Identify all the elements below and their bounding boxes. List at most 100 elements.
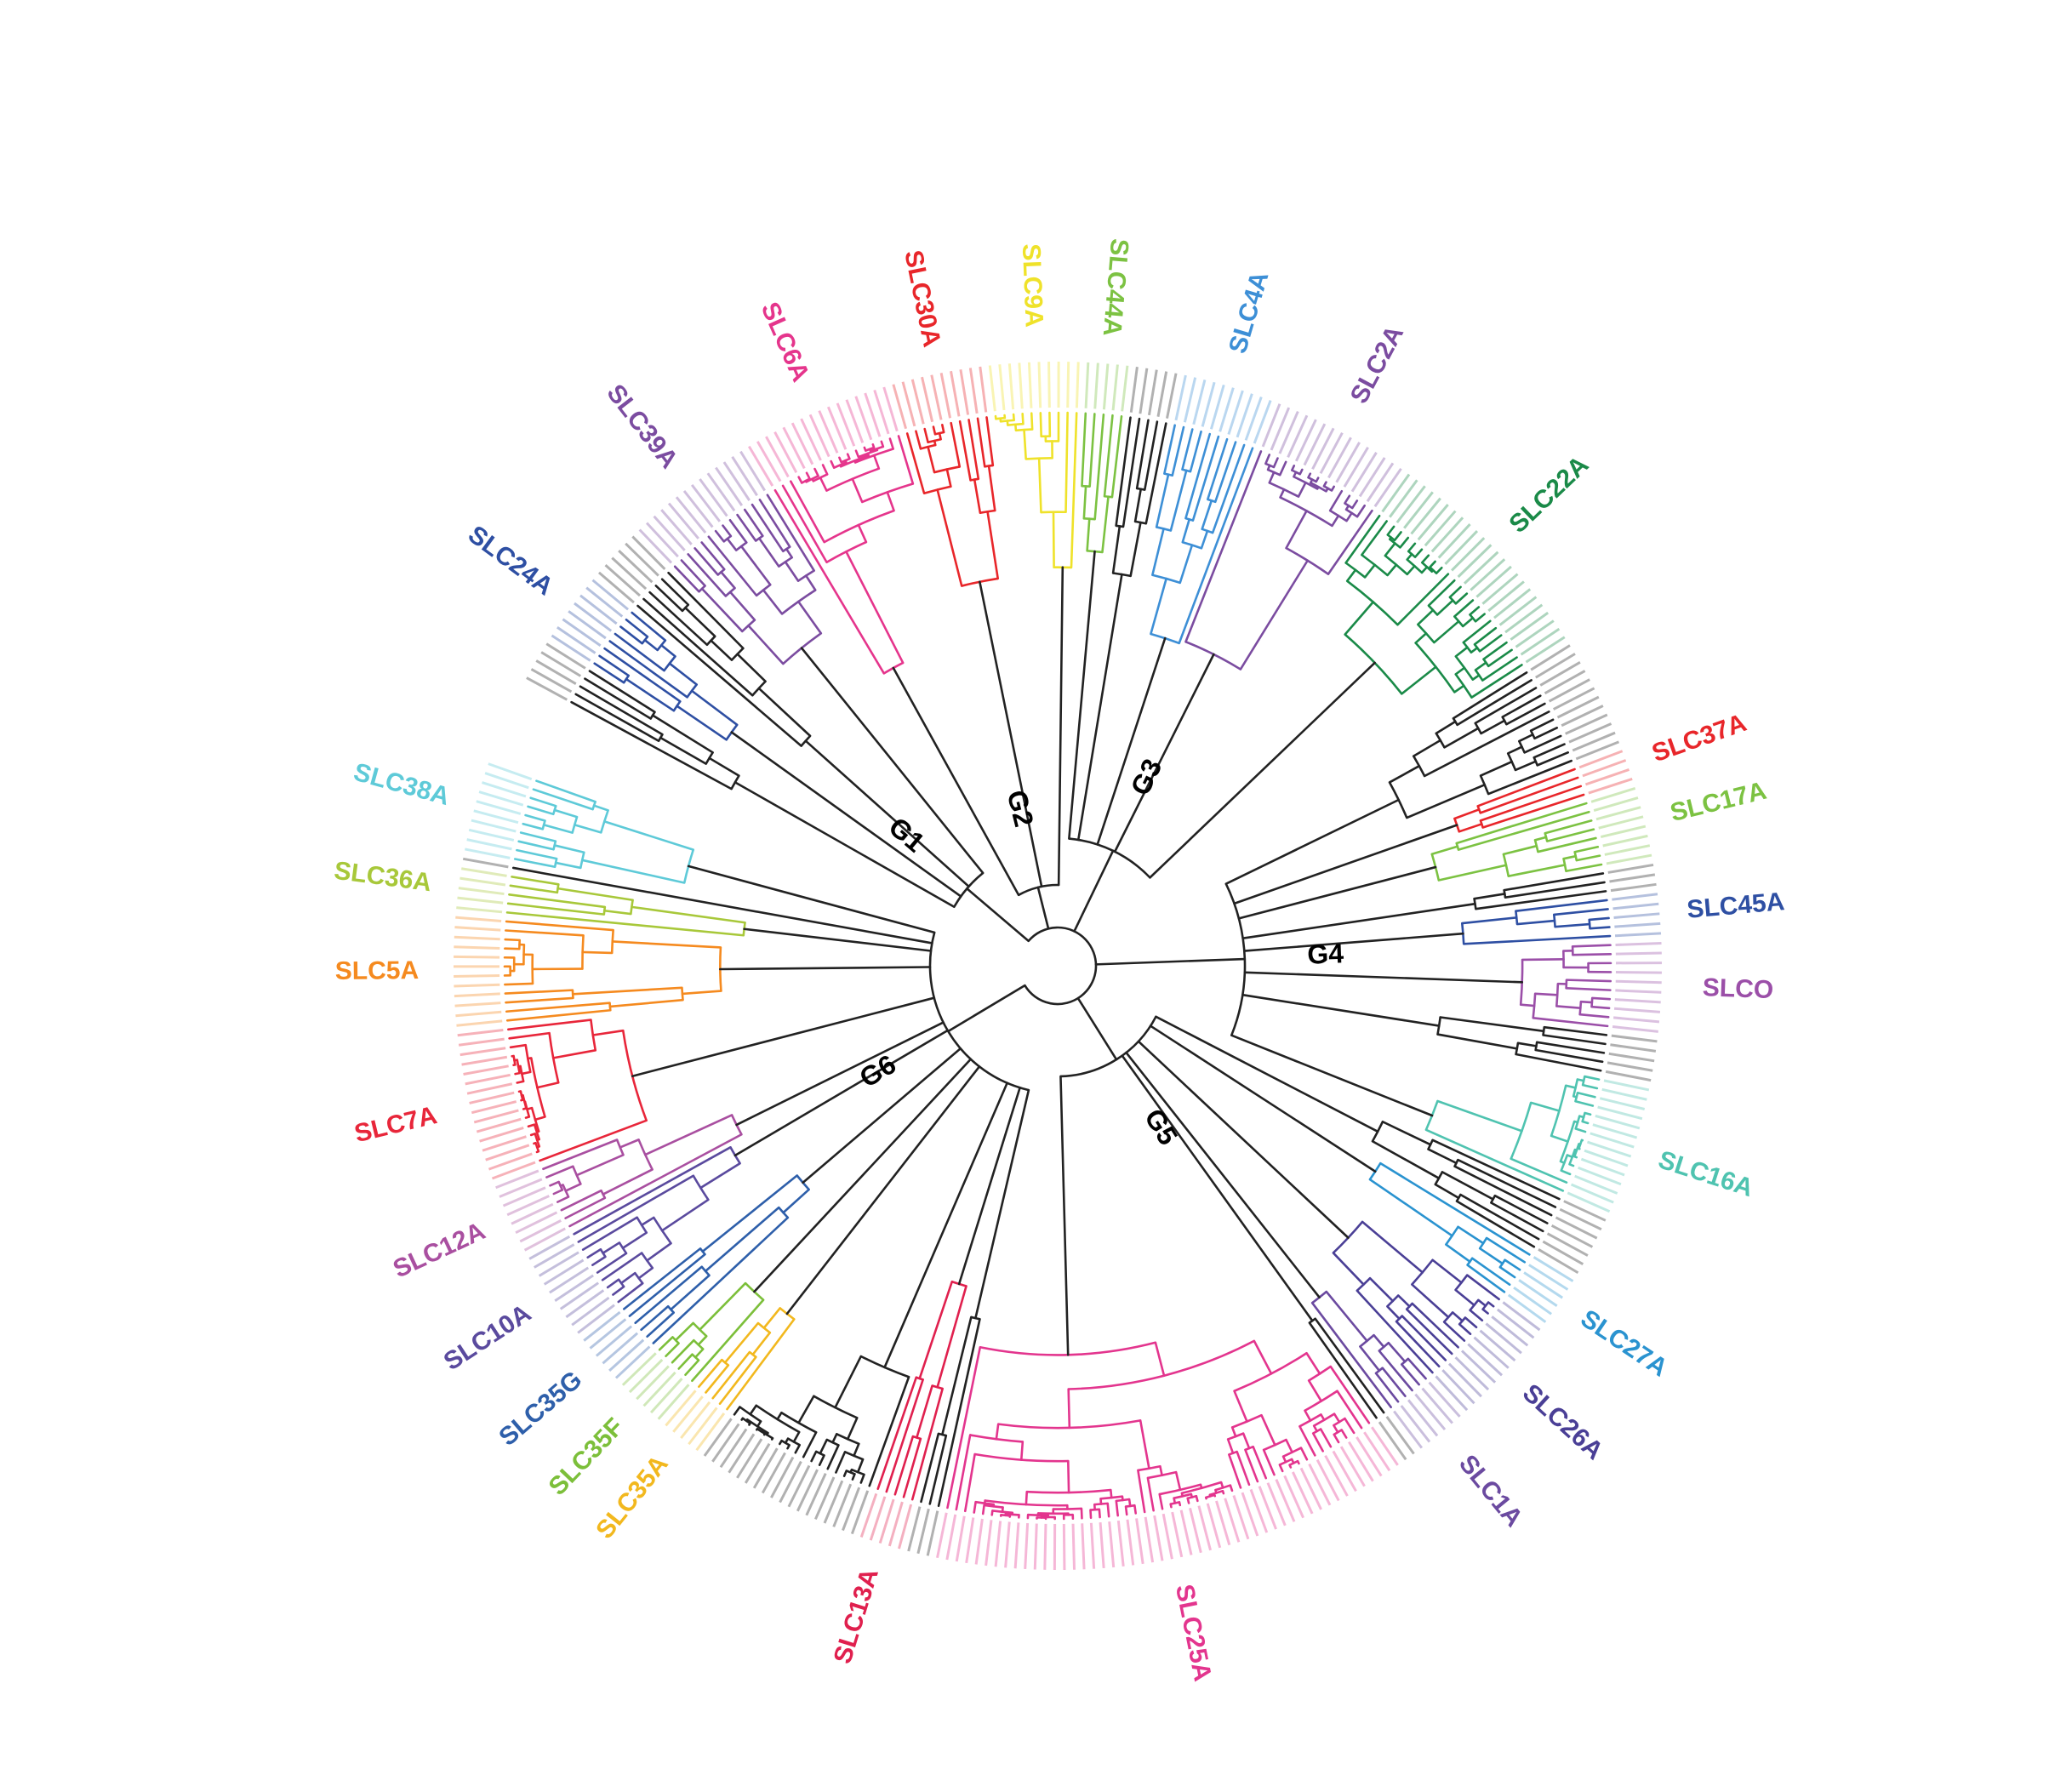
- leaf-label: [930, 374, 943, 420]
- branch: [1356, 1289, 1434, 1374]
- leaf-label: [653, 515, 686, 551]
- branch: [1135, 419, 1150, 490]
- branch: [1506, 745, 1523, 755]
- branch: [1243, 971, 1524, 984]
- branch: [1515, 899, 1608, 912]
- branch: [1572, 1095, 1578, 1099]
- leaf-label: [608, 1338, 645, 1373]
- branch: [504, 938, 522, 942]
- leaf-label: [551, 634, 591, 662]
- leaf-label: [950, 370, 961, 417]
- branch: [658, 1336, 674, 1351]
- leaf-label: [1084, 362, 1090, 408]
- branch: [966, 887, 1030, 943]
- branch: [1082, 485, 1087, 520]
- branch: [1322, 481, 1327, 488]
- leaf-label: [471, 819, 517, 833]
- branch: [1149, 1024, 1377, 1173]
- leaf-label: [695, 1412, 726, 1452]
- leaf-label: [765, 436, 790, 478]
- leaf-label: [1171, 1511, 1184, 1558]
- leaf-label: [1548, 678, 1590, 703]
- branch: [1125, 1051, 1321, 1299]
- branch: [1435, 566, 1443, 575]
- leaf-label: [711, 1423, 740, 1463]
- branch: [927, 445, 936, 474]
- branch: [1498, 1265, 1516, 1279]
- leaf-label: [888, 1501, 904, 1547]
- branch: [790, 480, 825, 544]
- branch: [504, 989, 574, 995]
- leaf-label: [511, 1202, 554, 1225]
- group-label-g1: G1: [883, 811, 931, 858]
- branch: [757, 537, 780, 568]
- clade-label-slc27a: SLC27A: [1576, 1304, 1673, 1382]
- clade-label-slc5a: SLC5A: [335, 956, 420, 985]
- branch: [570, 700, 733, 790]
- branch: [1224, 798, 1400, 886]
- leaf-label: [1584, 768, 1630, 786]
- leaf-label: [1424, 510, 1457, 547]
- branch: [1453, 684, 1465, 693]
- clade-label-slc9a: SLC9A: [1017, 243, 1048, 328]
- leaf-label: [1574, 1174, 1618, 1195]
- leaf-label: [1615, 989, 1662, 994]
- leaf-label: [471, 1100, 517, 1115]
- branch: [813, 467, 819, 477]
- leaf-label: [469, 1091, 515, 1104]
- leaf-label: [476, 800, 522, 815]
- branch: [1101, 495, 1110, 554]
- branch: [1427, 579, 1456, 607]
- branch: [1405, 1308, 1453, 1355]
- branch: [936, 1285, 967, 1389]
- branch: [602, 1168, 654, 1196]
- branch: [697, 1335, 708, 1346]
- branch: [871, 443, 876, 449]
- branch: [514, 1071, 521, 1076]
- leaf-label: [1593, 796, 1639, 812]
- branch: [1228, 1453, 1242, 1489]
- leaf-label: [1546, 1232, 1589, 1257]
- branch: [766, 494, 815, 572]
- leaf-label: [534, 1243, 575, 1269]
- branch: [1502, 844, 1538, 856]
- branch: [986, 510, 1000, 580]
- branch: [1575, 854, 1601, 862]
- leaf-label: [1592, 1123, 1638, 1139]
- branch: [859, 1473, 865, 1484]
- branch: [1099, 1497, 1103, 1505]
- branch: [981, 1504, 985, 1515]
- branch: [1560, 1169, 1572, 1176]
- branch: [1381, 1367, 1407, 1397]
- leaf-label: [1613, 1016, 1660, 1024]
- leaf-label: [1201, 381, 1216, 427]
- leaf-label: [1327, 437, 1352, 479]
- branch: [1388, 764, 1421, 784]
- leaf-label: [1437, 523, 1471, 559]
- clade-label-slc37a: SLC37A: [1648, 709, 1749, 768]
- leaf-label: [1292, 1471, 1314, 1515]
- branch: [1113, 653, 1215, 853]
- branch: [526, 1106, 534, 1110]
- branch: [643, 1114, 733, 1156]
- branch: [985, 416, 995, 467]
- leaf-label: [1258, 1486, 1277, 1530]
- branch: [1480, 719, 1506, 735]
- leaf-label: [985, 1520, 993, 1567]
- leaf-label: [1244, 397, 1263, 441]
- branch: [1373, 1333, 1385, 1349]
- leaf-label: [1530, 644, 1571, 671]
- branch: [598, 654, 631, 677]
- branch: [1019, 1441, 1024, 1461]
- leaf-label: [1510, 611, 1550, 641]
- branch: [1411, 1302, 1459, 1349]
- leaf-label: [715, 466, 744, 506]
- branch: [1076, 996, 1118, 1061]
- branch: [608, 640, 688, 699]
- branch: [504, 947, 521, 950]
- branch: [762, 589, 784, 615]
- leaf-label: [1599, 1097, 1646, 1110]
- leaf-label: [579, 594, 618, 625]
- branch: [1207, 437, 1229, 501]
- branch: [1064, 411, 1069, 514]
